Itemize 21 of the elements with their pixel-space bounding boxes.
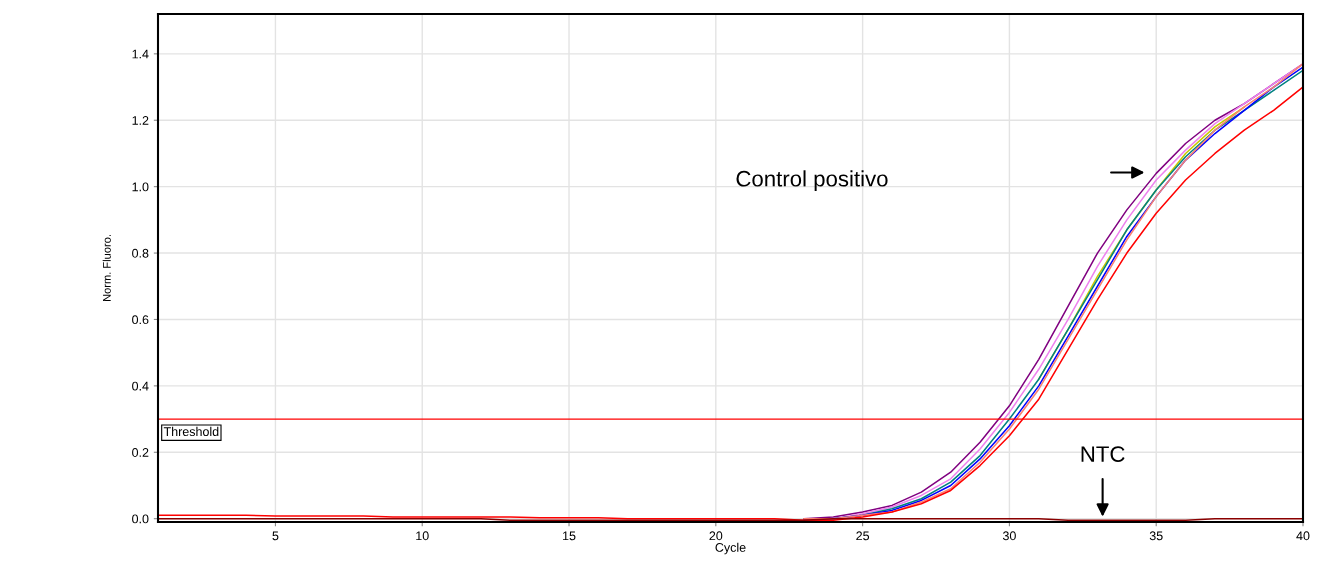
y-tick-label: 1.2 — [132, 116, 149, 125]
y-tick-label: 0.2 — [132, 448, 149, 457]
ref-line-label: Threshold — [163, 426, 219, 437]
x-tick-label: 15 — [563, 531, 576, 541]
y-tick-label: 1.4 — [132, 49, 149, 59]
x-tick-label: 5 — [272, 531, 279, 541]
annotation: NTC — [1081, 446, 1125, 462]
x-tick-label: 10 — [416, 531, 429, 541]
y-axis-title: Norm. Fluoro. — [102, 235, 111, 302]
y-tick-label: 1.0 — [132, 182, 149, 192]
x-tick-label: 25 — [856, 531, 870, 541]
y-tick-label: 0.6 — [132, 315, 149, 325]
y-tick-label: 0.4 — [132, 381, 149, 391]
x-tick-label: 35 — [1149, 531, 1163, 541]
annotation: Control positivo — [736, 170, 888, 191]
y-tick-label: 0.0 — [132, 514, 149, 524]
x-tick-label: 40 — [1296, 531, 1310, 541]
x-tick-label: 30 — [1002, 531, 1016, 541]
x-tick-label: 20 — [709, 531, 723, 541]
y-tick-label: 0.8 — [132, 248, 149, 258]
x-axis-title: Cycle — [715, 542, 746, 555]
